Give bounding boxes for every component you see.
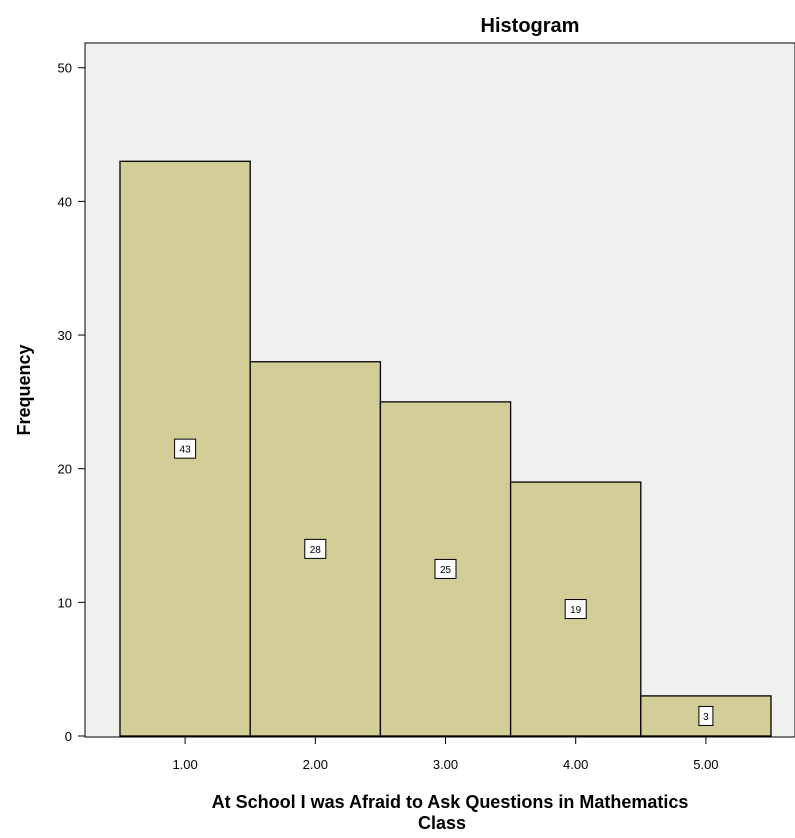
y-tick-label: 40 bbox=[58, 194, 72, 209]
data-label-text: 19 bbox=[570, 605, 582, 616]
data-label-2.00: 28 bbox=[304, 538, 327, 559]
data-label-box bbox=[564, 599, 587, 620]
data-label-box bbox=[434, 558, 457, 579]
y-tick-label: 20 bbox=[58, 462, 72, 477]
x-tick-label: 5.00 bbox=[693, 757, 718, 772]
x-tick-label: 2.00 bbox=[303, 757, 328, 772]
data-labels-group: 43 28 25 19 3 bbox=[174, 438, 714, 726]
x-axis-title-line-1: At School I was Afraid to Ask Questions … bbox=[212, 792, 689, 812]
data-label-text: 25 bbox=[440, 565, 452, 576]
data-label-text: 3 bbox=[703, 712, 709, 723]
data-label-box bbox=[174, 438, 197, 459]
x-tick-label: 4.00 bbox=[563, 757, 588, 772]
y-tick-label: 30 bbox=[58, 328, 72, 343]
data-label-text: 28 bbox=[310, 545, 322, 556]
x-tick-label: 3.00 bbox=[433, 757, 458, 772]
y-axis-title: Frequency bbox=[14, 344, 34, 435]
data-label-4.00: 19 bbox=[564, 599, 587, 620]
chart-title: Histogram bbox=[481, 15, 580, 37]
y-axis: 0 10 20 30 40 50 bbox=[58, 61, 85, 744]
data-label-box bbox=[698, 705, 714, 726]
data-label-5.00: 3 bbox=[698, 705, 714, 726]
data-label-3.00: 25 bbox=[434, 558, 457, 579]
data-label-text: 43 bbox=[180, 445, 192, 456]
y-tick-label: 0 bbox=[65, 729, 72, 744]
x-tick-label: 1.00 bbox=[172, 757, 197, 772]
data-label-box bbox=[304, 538, 327, 559]
y-tick-label: 50 bbox=[58, 61, 72, 76]
y-tick-label: 10 bbox=[58, 595, 72, 610]
x-axis: 1.00 2.00 3.00 4.00 5.00 bbox=[172, 737, 719, 772]
x-axis-title-line-2: Class bbox=[418, 813, 466, 833]
data-label-1.00: 43 bbox=[174, 438, 197, 459]
